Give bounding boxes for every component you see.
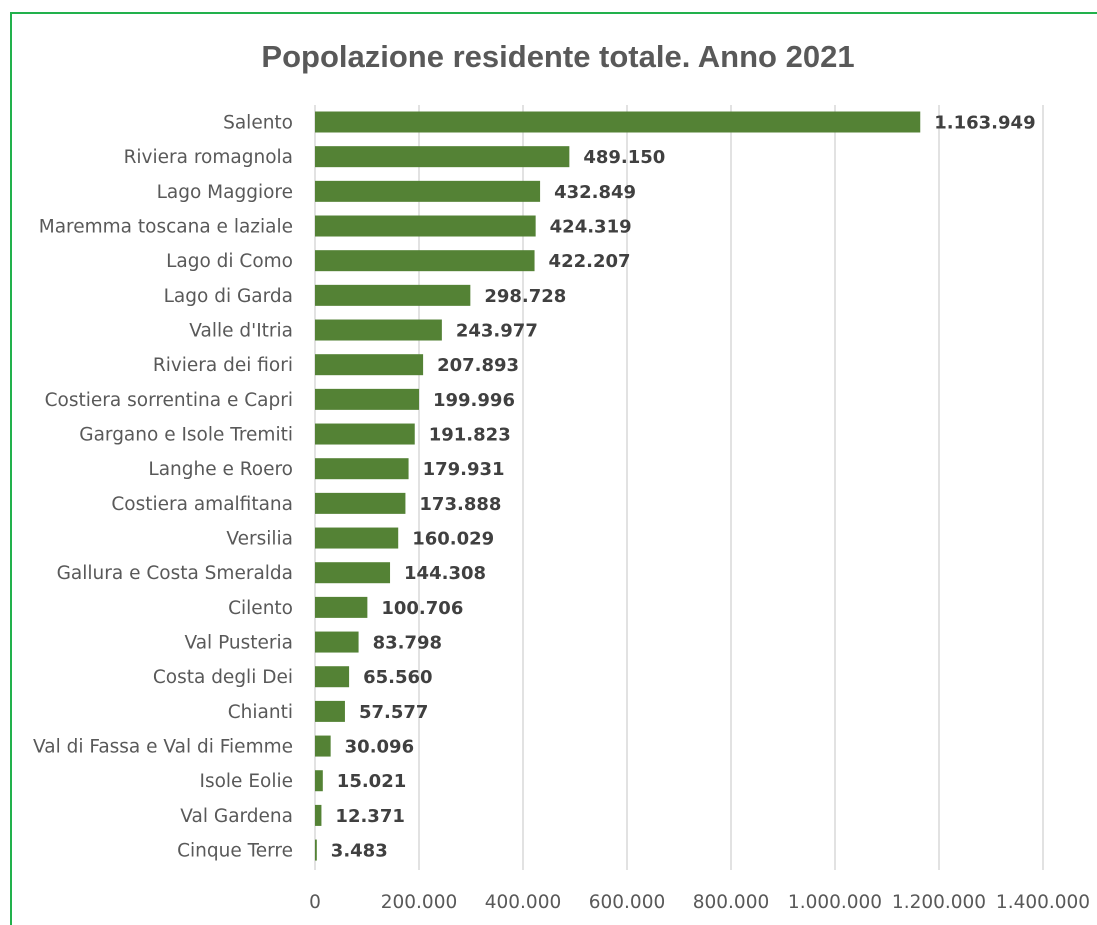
category-label: Cilento bbox=[228, 598, 293, 619]
category-label: Cinque Terre bbox=[177, 841, 293, 862]
category-label: Riviera romagnola bbox=[124, 147, 293, 168]
data-label: 3.483 bbox=[331, 841, 388, 862]
data-label: 173.888 bbox=[419, 494, 501, 515]
data-label: 100.706 bbox=[381, 598, 463, 619]
bar bbox=[315, 458, 409, 480]
x-tick-label: 0 bbox=[309, 892, 321, 913]
bar bbox=[315, 354, 424, 376]
x-axis-tick-labels: 0 200.000 400.000 600.000 800.000 1.000.000 1.… bbox=[309, 892, 1090, 913]
x-tick-label: 1.400.000 bbox=[996, 892, 1090, 913]
data-label: 30.096 bbox=[345, 737, 414, 758]
category-label: Versilia bbox=[226, 529, 293, 550]
data-label: 191.823 bbox=[429, 425, 511, 446]
bar bbox=[315, 735, 331, 757]
x-tick-label: 600.000 bbox=[589, 892, 666, 913]
bar bbox=[315, 527, 399, 549]
category-label: Val Gardena bbox=[180, 806, 293, 827]
x-tick-label: 1.000.000 bbox=[788, 892, 882, 913]
category-label: Lago di Como bbox=[166, 251, 293, 272]
data-label: 1.163.949 bbox=[934, 113, 1035, 134]
bar bbox=[315, 770, 323, 792]
bar bbox=[315, 596, 368, 618]
category-labels: Salento Riviera romagnola Lago Maggiore Mar… bbox=[33, 113, 293, 862]
data-label: 15.021 bbox=[337, 771, 406, 792]
data-label: 424.319 bbox=[550, 217, 632, 238]
bars bbox=[315, 111, 921, 861]
bar bbox=[315, 839, 317, 861]
category-label: Costa degli Dei bbox=[153, 667, 293, 688]
data-label: 243.977 bbox=[456, 321, 538, 342]
bar bbox=[315, 146, 570, 168]
x-tick-label: 400.000 bbox=[485, 892, 562, 913]
category-label: Val Pusteria bbox=[185, 633, 294, 654]
data-label: 160.029 bbox=[412, 529, 494, 550]
category-label: Gallura e Costa Smeralda bbox=[57, 563, 293, 584]
data-label: 12.371 bbox=[335, 806, 404, 827]
category-label: Lago Maggiore bbox=[157, 182, 293, 203]
data-label: 65.560 bbox=[363, 667, 432, 688]
category-label: Val di Fassa e Val di Fiemme bbox=[33, 737, 293, 758]
bar bbox=[315, 250, 535, 272]
category-label: Lago di Garda bbox=[164, 286, 293, 307]
bar bbox=[315, 180, 541, 202]
category-label: Isole Eolie bbox=[200, 771, 294, 792]
bar bbox=[315, 492, 406, 514]
category-label: Chianti bbox=[228, 702, 293, 723]
x-tick-label: 1.200.000 bbox=[892, 892, 986, 913]
category-label: Gargano e Isole Tremiti bbox=[79, 425, 293, 446]
bar bbox=[315, 562, 391, 584]
bar bbox=[315, 631, 359, 653]
bar bbox=[315, 111, 921, 133]
bar bbox=[315, 423, 415, 445]
data-label: 57.577 bbox=[359, 702, 428, 723]
category-label: Salento bbox=[223, 113, 293, 134]
bar bbox=[315, 666, 350, 688]
category-label: Costiera sorrentina e Capri bbox=[45, 390, 293, 411]
bar bbox=[315, 700, 345, 722]
category-label: Riviera dei fiori bbox=[153, 355, 293, 376]
category-label: Langhe e Roero bbox=[148, 459, 293, 480]
category-label: Costiera amalfitana bbox=[111, 494, 293, 515]
bar bbox=[315, 319, 442, 341]
data-label: 432.849 bbox=[554, 182, 636, 203]
bar bbox=[315, 284, 471, 306]
data-label: 298.728 bbox=[484, 286, 566, 307]
data-label: 199.996 bbox=[433, 390, 515, 411]
chart-title: Popolazione residente totale. Anno 2021 bbox=[261, 39, 854, 74]
x-tick-label: 200.000 bbox=[381, 892, 458, 913]
data-label: 489.150 bbox=[583, 147, 665, 168]
bar bbox=[315, 388, 419, 410]
data-label: 144.308 bbox=[404, 563, 486, 584]
bar bbox=[315, 215, 536, 237]
data-labels: 1.163.949 489.150 432.849 424.319 422.207 298… bbox=[331, 113, 1036, 862]
category-label: Valle d'Itria bbox=[189, 321, 293, 342]
x-tick-label: 800.000 bbox=[693, 892, 770, 913]
data-label: 207.893 bbox=[437, 355, 519, 376]
data-label: 179.931 bbox=[423, 459, 505, 480]
data-label: 83.798 bbox=[373, 633, 442, 654]
category-label: Maremma toscana e laziale bbox=[39, 217, 293, 238]
data-label: 422.207 bbox=[549, 251, 631, 272]
bar bbox=[315, 804, 322, 826]
